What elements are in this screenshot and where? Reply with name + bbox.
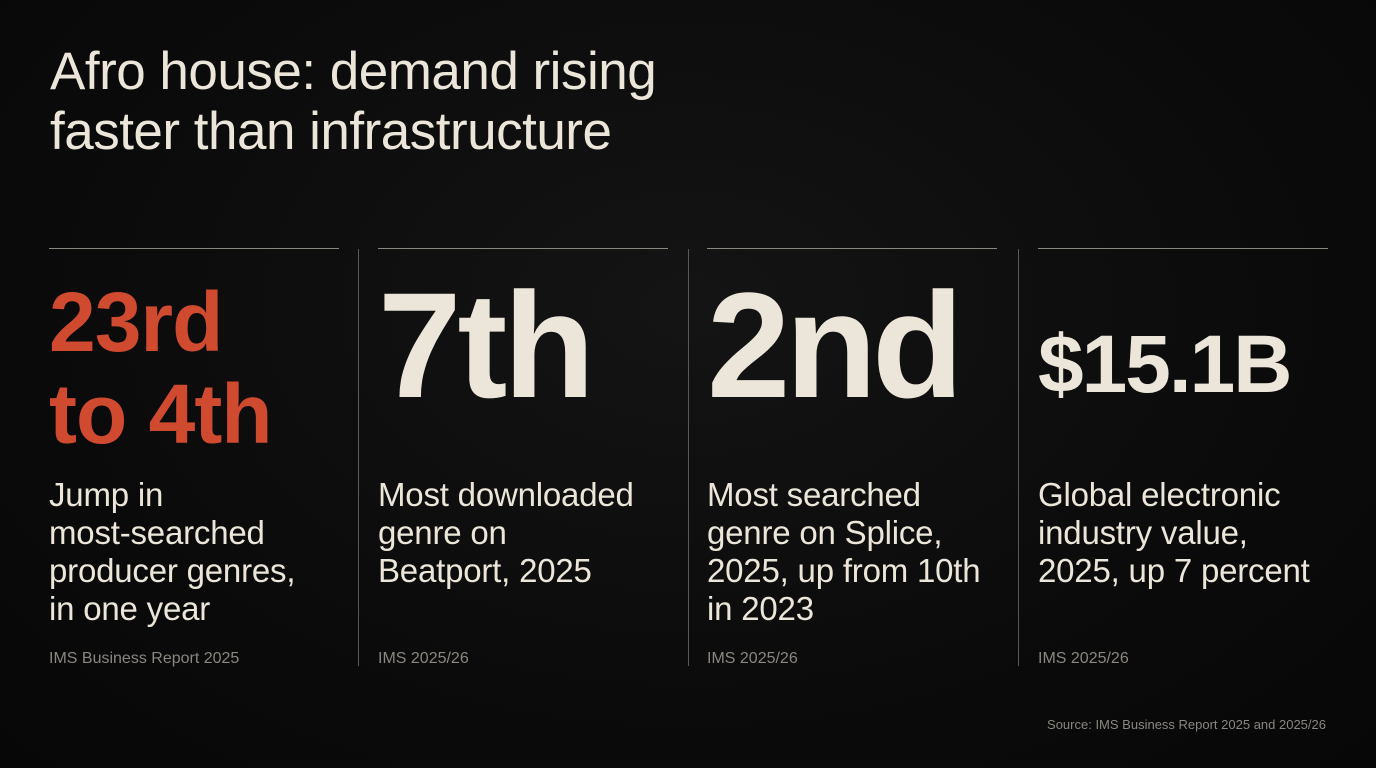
stat-source: IMS 2025/26 [378,650,469,667]
stat-value: 2nd [707,261,964,429]
stat-value-line-1: 2nd [707,261,964,429]
stat-source: IMS 2025/26 [707,650,798,667]
column-divider [1018,249,1019,666]
title-line-1: Afro house: demand rising [50,42,657,101]
stat-description-line: industry value, [1038,514,1248,551]
stat-source: IMS 2025/26 [1038,650,1129,667]
stat-value: 7th [378,261,595,429]
stat-value: 23rd to 4th [49,275,273,461]
stat-description-line: Global electronic [1038,476,1281,513]
stat-column-producer-genres: 23rd to 4th Jump in most-searched produc… [49,248,339,668]
stat-source: IMS Business Report 2025 [49,650,240,667]
stat-column-splice: 2nd Most searched genre on Splice, 2025,… [707,248,997,668]
stat-description-line: 2025, up from 10th [707,552,981,589]
stat-description: Most downloaded genre on Beatport, 2025 [378,476,634,590]
stat-description-line: in one year [49,590,211,627]
footer-source: Source: IMS Business Report 2025 and 202… [1047,717,1326,732]
page-title: Afro house: demand rising faster than in… [50,42,657,162]
column-divider [688,249,689,666]
column-divider [358,249,359,666]
title-line-2: faster than infrastructure [50,102,612,161]
stat-value-line-2: to 4th [49,367,273,461]
stat-description: Global electronic industry value, 2025, … [1038,476,1310,590]
stat-value-line-1: 7th [378,261,595,429]
column-top-rule [707,248,997,249]
stat-description-line: 2025, up 7 percent [1038,552,1310,589]
stat-description-line: Most downloaded [378,476,634,513]
column-top-rule [49,248,339,249]
stat-value-line-1: 23rd [49,275,223,369]
stat-value-line-1: $15.1B [1038,319,1292,410]
stat-description-line: in 2023 [707,590,814,627]
stat-description-line: most-searched [49,514,265,551]
stat-description-line: Jump in [49,476,164,513]
stat-description-line: genre on [378,514,507,551]
stat-description-line: genre on Splice, [707,514,943,551]
stat-description-line: producer genres, [49,552,296,589]
column-top-rule [1038,248,1328,249]
stat-description: Jump in most-searched producer genres, i… [49,476,295,628]
stat-description-line: Most searched [707,476,921,513]
stat-description: Most searched genre on Splice, 2025, up … [707,476,981,628]
stat-column-beatport: 7th Most downloaded genre on Beatport, 2… [378,248,668,668]
stat-value: $15.1B [1038,319,1292,410]
stat-column-industry-value: $15.1B Global electronic industry value,… [1038,248,1328,668]
stat-description-line: Beatport, 2025 [378,552,592,589]
column-top-rule [378,248,668,249]
